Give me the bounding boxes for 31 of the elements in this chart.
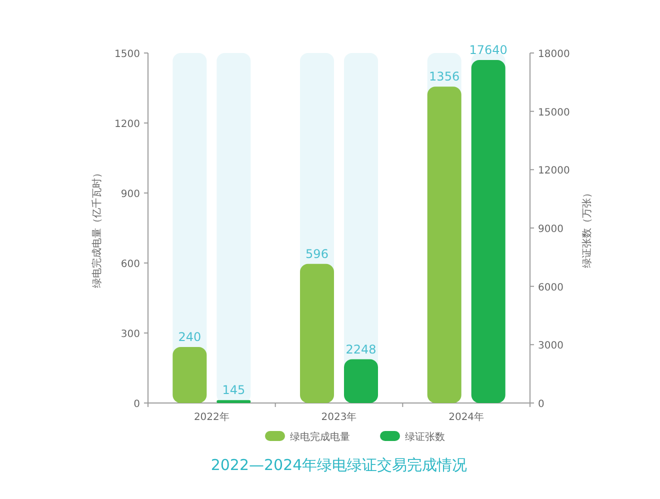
x-tick-label: 2023年 [321,411,357,423]
y-tick-label: 0 [134,399,140,410]
y2-axis-title: 绿证张数（万张） [581,188,593,268]
y-tick-label: 900 [120,189,140,200]
bar [172,347,207,403]
x-tick-label: 2022年 [194,411,230,423]
bar [216,400,251,403]
data-label: 17640 [469,43,508,57]
data-label: 1356 [429,70,460,84]
y-tick-label: 1200 [114,119,140,130]
y-axis-title: 绿电完成电量（亿千瓦时） [91,168,103,288]
y2-tick-label: 0 [538,399,544,410]
y2-tick-label: 18000 [538,49,570,60]
y2-tick-label: 12000 [538,166,570,177]
data-label: 240 [178,330,202,344]
data-label: 2248 [346,342,376,356]
bar [344,359,378,403]
y2-tick-label: 9000 [538,224,564,235]
y2-tick-label: 6000 [538,282,564,294]
bar [471,60,506,403]
legend-label: 绿证张数 [405,431,445,443]
y2-tick-label: 3000 [538,340,564,352]
x-tick-label: 2024年 [448,411,484,423]
y-tick-label: 1500 [114,49,140,60]
legend-label: 绿电完成电量 [290,431,350,443]
text: 2022—2024年绿电绿证交易完成情况 [210,456,468,474]
y-tick-label: 600 [120,259,140,270]
y2-tick-label: 15000 [538,107,570,118]
y-tick-label: 300 [120,329,140,340]
data-label: 596 [306,246,328,261]
data-label: 145 [222,383,246,398]
